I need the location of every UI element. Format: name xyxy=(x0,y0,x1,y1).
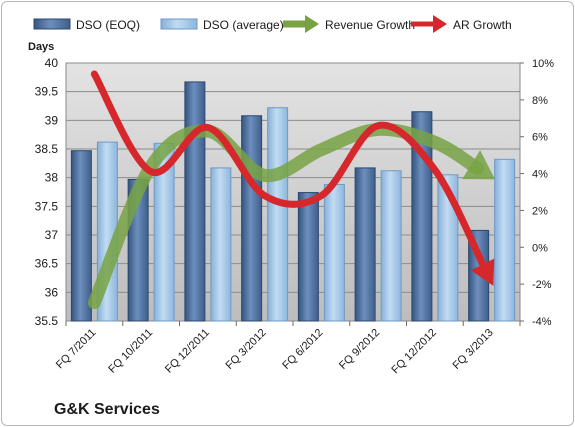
y2-tick-label: 4% xyxy=(532,169,548,181)
legend-label: AR Growth xyxy=(453,18,512,32)
y-tick-label: 35.5 xyxy=(35,314,59,328)
x-tick-label: FQ 10/2011 xyxy=(106,327,155,376)
bar-dso-average xyxy=(210,167,232,322)
y-tick-label: 39 xyxy=(45,113,59,127)
bar-dso-average xyxy=(494,158,516,322)
arrowhead-ar-growth xyxy=(471,258,495,286)
y2-tick-label: 8% xyxy=(532,95,548,107)
company-name: G&K Services xyxy=(54,401,160,418)
arrowhead-revenue-growth xyxy=(462,150,496,180)
y-tick-label: 39.5 xyxy=(35,85,59,99)
lines-layer xyxy=(87,70,496,310)
legend-item-dso-eoq: DSO (EOQ) xyxy=(33,18,140,32)
y-axis-title: Days xyxy=(28,41,54,53)
x-tick-label: FQ 12/2012 xyxy=(389,327,439,377)
y2-tick-label: -2% xyxy=(532,279,552,291)
y-tick-label: 38.5 xyxy=(35,142,59,156)
bars-layer xyxy=(70,81,516,322)
bar-dso-average xyxy=(380,170,402,322)
bar-dso-eoq xyxy=(70,150,92,322)
line-ar-growth xyxy=(90,70,489,274)
legend-label: DSO (average) xyxy=(203,18,284,32)
x-tick-label: FQ 3/2012 xyxy=(224,327,269,372)
legend-item-revenue-growth: Revenue Growth xyxy=(283,15,415,33)
y2-tick-label: 2% xyxy=(532,205,548,217)
legend-arrow-icon xyxy=(305,15,319,33)
y-tick-label: 36 xyxy=(45,285,59,299)
bar-dso-eoq xyxy=(297,192,319,322)
legend-label: Revenue Growth xyxy=(325,18,415,32)
y-tick-label: 40 xyxy=(45,56,59,70)
y2-tick-label: 10% xyxy=(532,58,554,70)
bar-dso-eoq xyxy=(184,81,206,322)
bar-dso-average xyxy=(267,107,289,322)
bar-dso-eoq xyxy=(354,167,376,322)
legend-arrow-icon xyxy=(433,15,447,33)
x-tick-label: FQ 6/2012 xyxy=(280,327,325,372)
bar-dso-eoq xyxy=(241,115,263,322)
x-tick-label: FQ 9/2012 xyxy=(337,327,382,372)
legend-item-ar-growth: AR Growth xyxy=(411,15,512,33)
x-tick-label: FQ 3/2013 xyxy=(451,327,496,372)
y-tick-label: 37 xyxy=(45,228,59,242)
legend-label: DSO (EOQ) xyxy=(76,18,140,32)
y-tick-label: 37.5 xyxy=(35,199,59,213)
legend: DSO (EOQ) DSO (average) Revenue Growth AR G… xyxy=(33,15,512,33)
bar-dso-average xyxy=(323,184,345,322)
legend-swatch xyxy=(33,18,71,30)
y2-tick-label: -4% xyxy=(532,316,552,328)
legend-swatch xyxy=(160,18,198,30)
legend-item-dso-average: DSO (average) xyxy=(160,18,284,32)
x-tick-label: FQ 12/2011 xyxy=(163,327,212,376)
y2-tick-label: 6% xyxy=(532,132,548,144)
y2-tick-label: 0% xyxy=(532,242,548,254)
y-tick-label: 36.5 xyxy=(35,257,59,271)
bar-dso-average xyxy=(437,174,459,322)
y-tick-label: 38 xyxy=(45,171,59,185)
x-tick-label: FQ 7/2011 xyxy=(54,327,99,372)
